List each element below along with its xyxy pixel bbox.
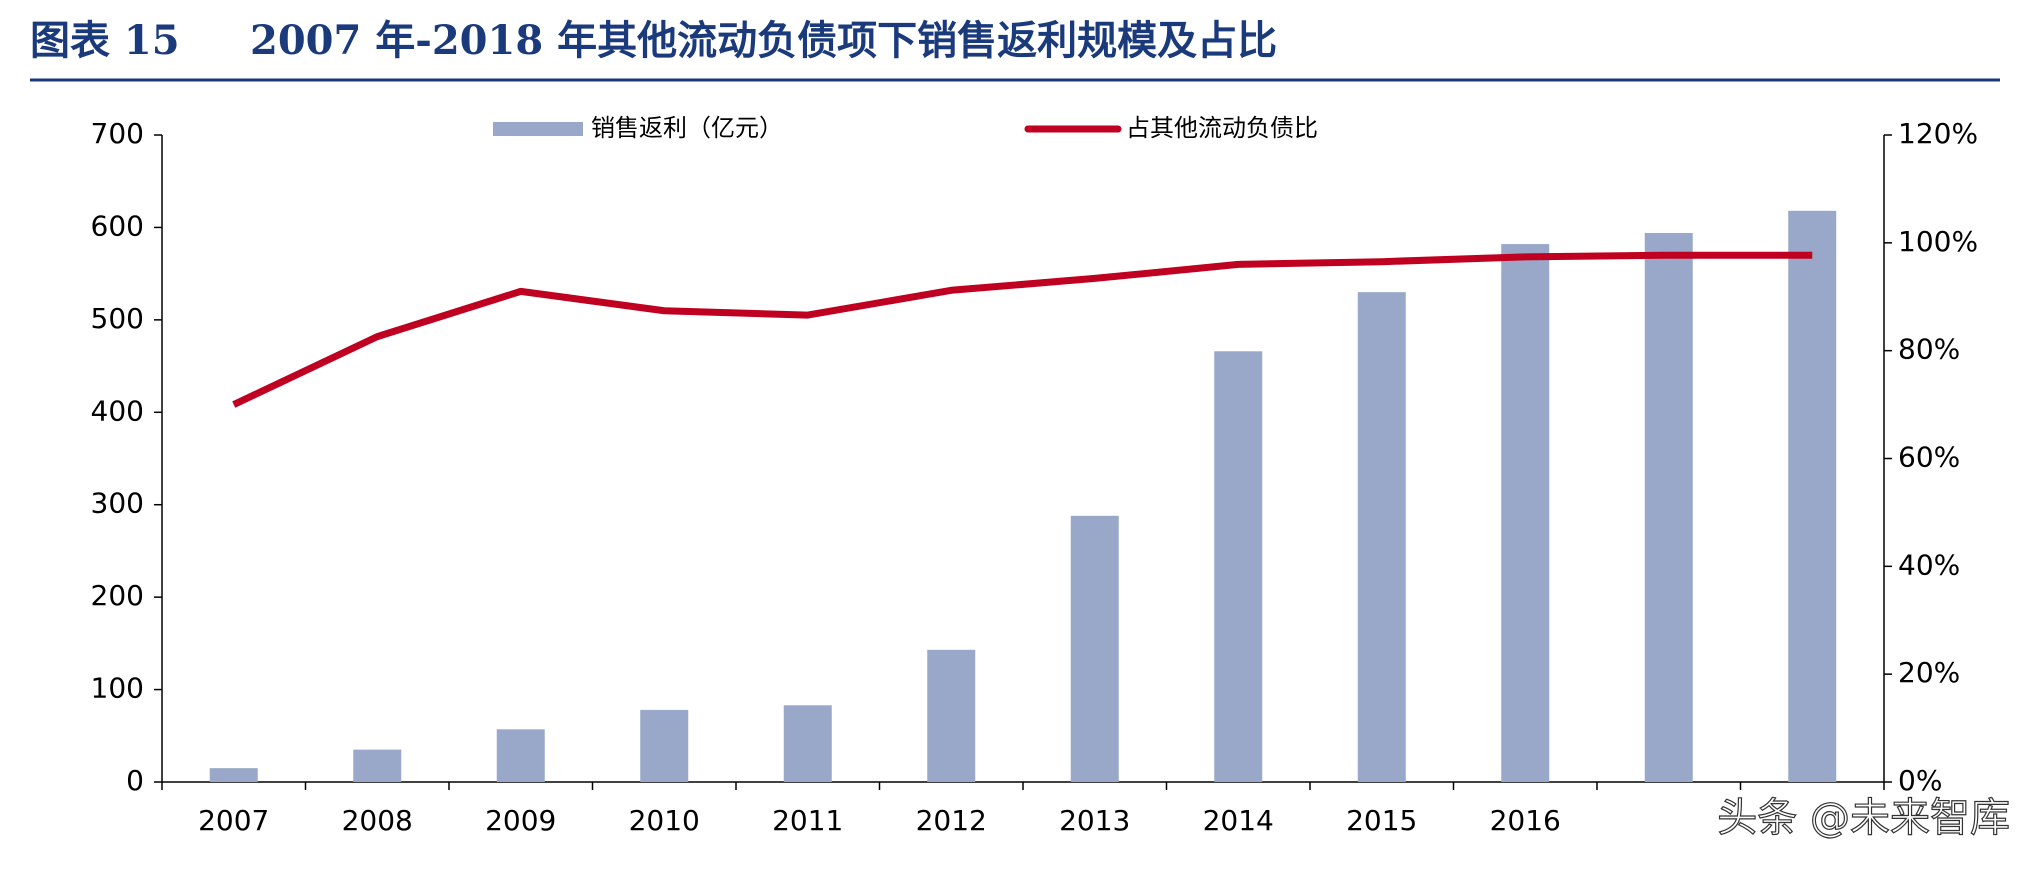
bar <box>496 729 545 782</box>
x-tick-label: 2009 <box>485 804 556 837</box>
y2-tick-label: 120% <box>1898 117 1978 150</box>
x-tick-label: 2013 <box>1059 804 1130 837</box>
x-tick-label: 2007 <box>198 804 269 837</box>
x-tick-label: 2014 <box>1203 804 1274 837</box>
x-tick-label: 2012 <box>916 804 987 837</box>
y2-tick-label: 100% <box>1898 225 1978 258</box>
legend-label: 销售返利（亿元） <box>591 114 783 142</box>
chart-title: 2007 年-2018 年其他流动负债项下销售返利规模及占比 <box>250 17 1277 64</box>
x-tick-label: 2016 <box>1490 804 1561 837</box>
bar <box>209 768 258 782</box>
legend-swatch <box>493 122 583 136</box>
x-tick-label: 2011 <box>772 804 843 837</box>
y2-tick-label: 60% <box>1898 441 1960 474</box>
y-tick-label: 500 <box>91 302 144 335</box>
bar <box>1214 351 1263 782</box>
y-tick-label: 700 <box>91 117 144 150</box>
bar <box>1644 232 1693 782</box>
y-tick-label: 300 <box>91 487 144 520</box>
bar <box>1788 210 1837 782</box>
x-tick-label: 2010 <box>629 804 700 837</box>
x-tick-label: 2008 <box>342 804 413 837</box>
bar <box>927 649 976 782</box>
legend-label: 占其他流动负债比 <box>1126 114 1318 142</box>
figure-label: 图表 15 <box>30 17 180 64</box>
watermark: 头条 @未来智库 <box>1717 795 2010 841</box>
y2-tick-label: 20% <box>1898 656 1960 689</box>
y-tick-label: 0 <box>126 764 144 797</box>
bar <box>783 705 832 782</box>
y2-tick-label: 80% <box>1898 333 1960 366</box>
bar <box>1501 244 1550 782</box>
bar <box>640 709 689 782</box>
y2-tick-label: 40% <box>1898 548 1960 581</box>
line <box>232 251 1813 408</box>
y-tick-label: 200 <box>91 579 144 612</box>
y-tick-label: 600 <box>91 209 144 242</box>
bar <box>1357 292 1406 782</box>
y-tick-label: 100 <box>91 672 144 705</box>
x-tick-label: 2015 <box>1346 804 1417 837</box>
bar <box>1070 515 1119 782</box>
y-tick-label: 400 <box>91 394 144 427</box>
y2-tick-label: 0% <box>1898 764 1942 797</box>
bar <box>353 749 402 782</box>
